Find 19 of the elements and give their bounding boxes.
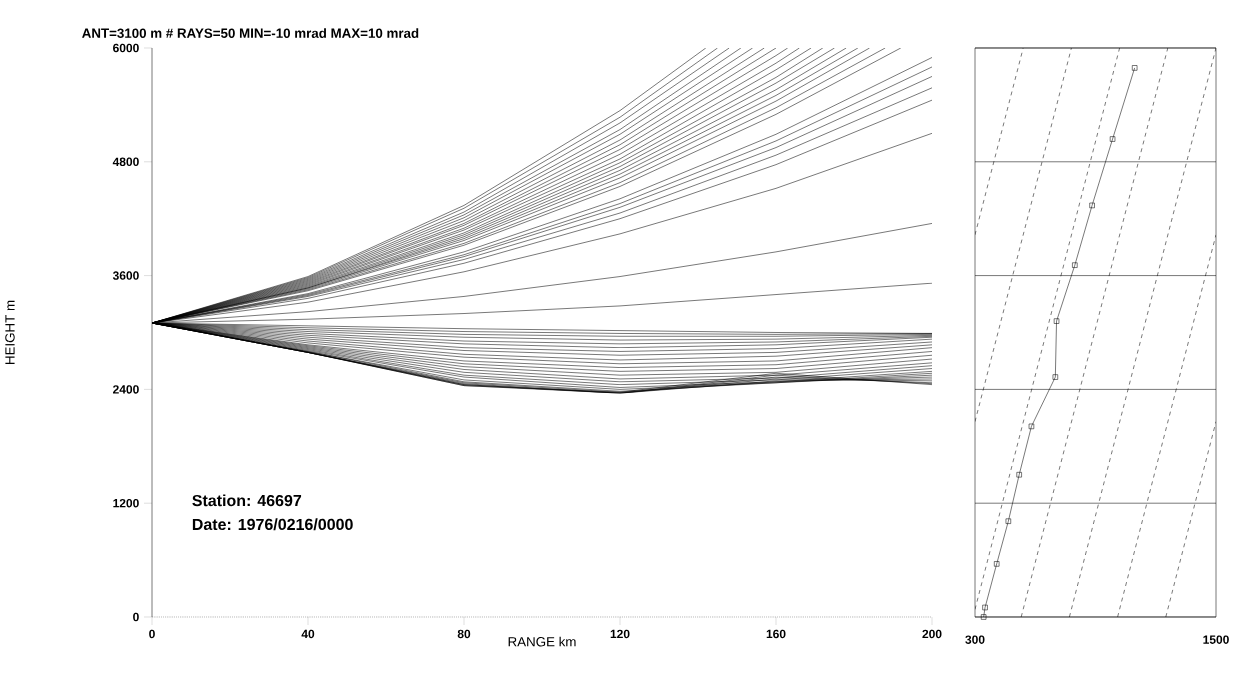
x-tick-label: 200 — [922, 629, 942, 639]
x-axis-title: RANGE km — [508, 636, 576, 647]
x-tick-label: 120 — [610, 629, 630, 639]
y-axis-title: HEIGHT m — [5, 300, 15, 364]
y-tick-label: 2400 — [113, 385, 139, 394]
y-tick-label: 1200 — [113, 498, 139, 508]
y-tick-label: 3600 — [112, 271, 139, 280]
x-tick-label: 1500 — [1203, 635, 1229, 644]
annotation: Station: 46697 — [192, 494, 302, 507]
x-tick-label: 300 — [965, 635, 985, 644]
x-tick-label: 160 — [766, 629, 786, 639]
annotation: Date: 1976/0216/0000 — [192, 518, 353, 531]
y-tick-label: 4800 — [112, 157, 139, 167]
x-tick-label: 0 — [149, 629, 155, 639]
x-tick-label: 80 — [457, 629, 471, 639]
x-tick-label: 40 — [301, 629, 315, 639]
chart-title: ANT=3100 m # RAYS=50 MIN=-10 mrad MAX=10 mrad — [82, 28, 419, 38]
y-tick-label: 6000 — [113, 43, 139, 53]
y-tick-label: 0 — [133, 612, 139, 622]
